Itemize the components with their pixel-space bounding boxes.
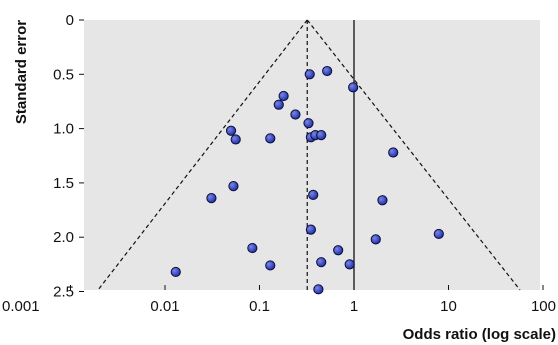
data-point xyxy=(228,181,239,192)
data-point xyxy=(333,245,344,256)
plot-background xyxy=(84,20,540,290)
x-axis-title: Odds ratio (log scale) xyxy=(403,326,556,343)
data-point xyxy=(377,195,388,206)
data-point xyxy=(247,242,258,254)
y-tick-label: 1.0 xyxy=(53,121,74,138)
data-point xyxy=(305,224,317,235)
y-axis-ticks: 0 0.5 1.0 1.5 2.0 2.5 xyxy=(53,12,84,301)
y-tick-label: 0.5 xyxy=(53,66,74,83)
data-point xyxy=(170,266,181,278)
funnel-left-boundary xyxy=(97,19,308,291)
data-point xyxy=(225,125,237,136)
y-tick-label: 2.0 xyxy=(53,229,74,246)
y-tick-label: 2.5 xyxy=(53,284,74,301)
data-point xyxy=(316,130,327,141)
data-point xyxy=(308,189,319,200)
data-point xyxy=(303,118,314,129)
funnel-right-boundary xyxy=(306,19,521,291)
data-point xyxy=(316,257,327,268)
data-point xyxy=(433,228,444,240)
x-tick-label: 1 xyxy=(350,298,358,315)
data-point xyxy=(230,134,241,145)
x-tick-label: 0.001 xyxy=(2,298,40,315)
data-point xyxy=(348,82,359,93)
y-tick-label: 1.5 xyxy=(53,175,74,192)
data-point xyxy=(278,90,289,102)
x-tick-label: 0.01 xyxy=(150,298,179,315)
data-points xyxy=(170,65,444,295)
data-point xyxy=(322,65,333,77)
data-point xyxy=(388,147,399,158)
data-point xyxy=(206,193,217,204)
x-axis-ticks: 0.001 0.01 0.1 1 10 100 xyxy=(2,285,556,315)
data-point xyxy=(313,284,324,295)
y-tick-label: 0 xyxy=(66,12,74,29)
data-point xyxy=(370,234,381,245)
x-tick-label: 10 xyxy=(440,298,457,315)
x-tick-label: 100 xyxy=(531,298,556,315)
x-tick-label: 0.1 xyxy=(249,298,270,315)
data-point xyxy=(265,260,276,271)
data-point xyxy=(344,259,355,270)
data-point xyxy=(290,109,301,120)
data-point xyxy=(304,69,315,80)
y-axis-title: Standard error xyxy=(13,20,30,124)
data-point xyxy=(273,99,284,110)
data-point xyxy=(265,133,276,144)
